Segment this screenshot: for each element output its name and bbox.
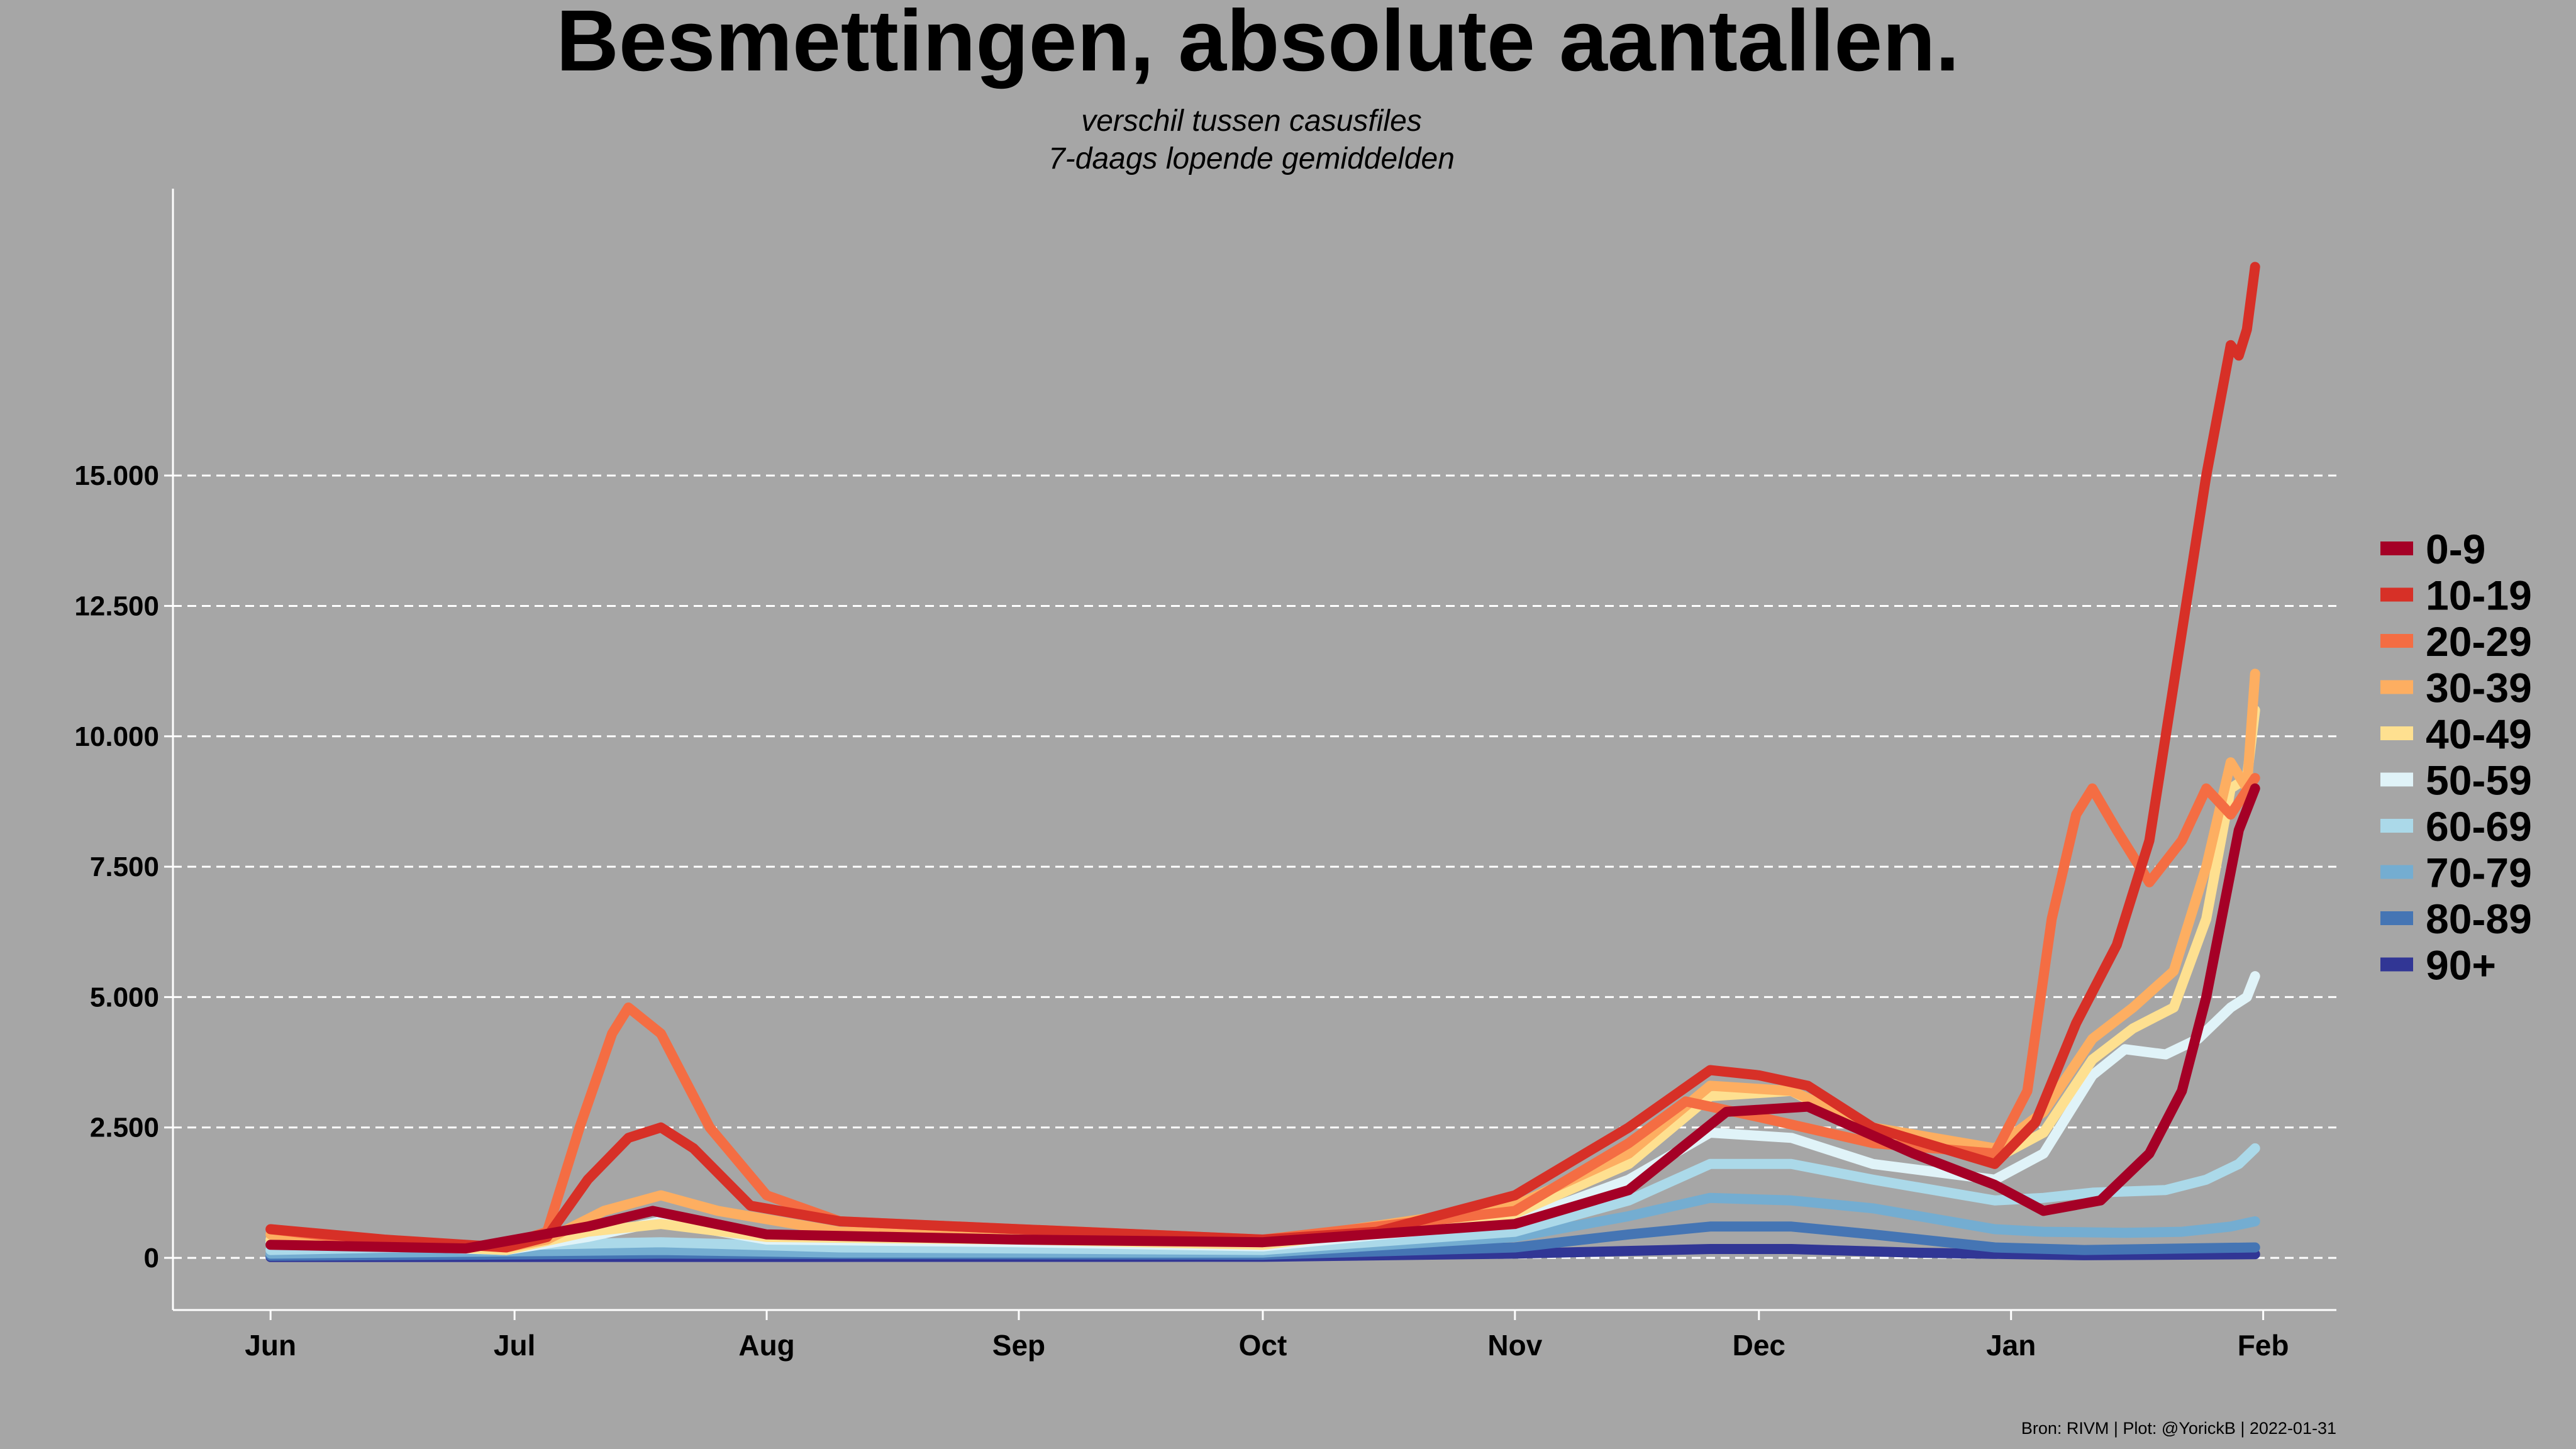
legend: 0-910-1920-2930-3940-4950-5960-6970-7980… — [2380, 526, 2532, 989]
x-tick-label: Sep — [992, 1329, 1045, 1362]
y-tick-label: 0 — [144, 1243, 159, 1274]
legend-label: 40-49 — [2426, 711, 2532, 757]
series-line-30-39 — [265, 669, 2260, 1253]
x-tick-label: Dec — [1733, 1329, 1785, 1362]
x-tick-label: Jan — [1986, 1329, 2036, 1362]
legend-label: 20-29 — [2426, 618, 2532, 665]
y-tick-label: 7.500 — [90, 852, 159, 882]
source-caption: Bron: RIVM | Plot: @YorickB | 2022-01-31 — [2021, 1419, 2336, 1438]
y-tick-label: 2.500 — [90, 1113, 159, 1143]
y-tick-label: 10.000 — [74, 721, 159, 752]
y-tick-label: 5.000 — [90, 982, 159, 1013]
legend-label: 10-19 — [2426, 572, 2532, 619]
legend-label: 80-89 — [2426, 896, 2532, 942]
legend-label: 50-59 — [2426, 757, 2532, 804]
axes: 0 2.500 5.000 7.500 10.000 12.500 15.000 Jun Jul… — [74, 189, 2336, 1362]
y-tick-label: 15.000 — [74, 460, 159, 491]
legend-label: 70-79 — [2426, 850, 2532, 896]
x-tick-label: Jul — [494, 1329, 535, 1362]
chart-title: Besmettingen, absolute aantallen. — [556, 0, 1960, 89]
series-line-10-19 — [265, 262, 2260, 1253]
series-line-20-29 — [265, 773, 2260, 1253]
series-lines — [265, 262, 2260, 1262]
x-tick-label: Aug — [738, 1329, 794, 1362]
series-line-0-9 — [265, 783, 2260, 1254]
y-tick-label: 12.500 — [74, 591, 159, 621]
chart-subtitle-line-1: verschil tussen casusfiles — [1081, 104, 1422, 138]
x-tick-label: Feb — [2238, 1329, 2289, 1362]
x-tick-label: Jun — [245, 1329, 296, 1362]
legend-label: 60-69 — [2426, 803, 2532, 850]
chart-subtitle-line-2: 7-daags lopende gemiddelden — [1048, 142, 1455, 175]
legend-label: 30-39 — [2426, 665, 2532, 711]
legend-label: 0-9 — [2426, 526, 2485, 572]
series-line-60-69 — [265, 1143, 2260, 1255]
x-tick-label: Nov — [1487, 1329, 1542, 1362]
x-tick-label: Oct — [1239, 1329, 1287, 1362]
legend-label: 90+ — [2426, 942, 2496, 989]
